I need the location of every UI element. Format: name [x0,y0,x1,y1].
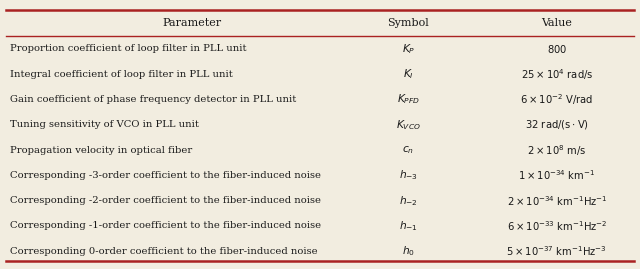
Text: $32\ \mathrm{rad/(s \cdot V)}$: $32\ \mathrm{rad/(s \cdot V)}$ [525,118,589,131]
Text: Corresponding -3-order coefficient to the fiber-induced noise: Corresponding -3-order coefficient to th… [10,171,321,180]
Text: Propagation velocity in optical fiber: Propagation velocity in optical fiber [10,146,192,155]
Text: $6 \times 10^{-33}\ \mathrm{km^{-1}Hz^{-2}}$: $6 \times 10^{-33}\ \mathrm{km^{-1}Hz^{-… [507,219,607,233]
Text: Parameter: Parameter [163,18,221,28]
Text: Value: Value [541,18,572,28]
Text: $h_{-3}$: $h_{-3}$ [399,168,418,182]
Text: $h_{-2}$: $h_{-2}$ [399,194,418,208]
Text: $6 \times 10^{-2}\ \mathrm{V/rad}$: $6 \times 10^{-2}\ \mathrm{V/rad}$ [520,92,593,107]
Text: $5 \times 10^{-37}\ \mathrm{km^{-1}Hz^{-3}}$: $5 \times 10^{-37}\ \mathrm{km^{-1}Hz^{-… [506,244,607,258]
Text: Gain coefficient of phase frequency detector in PLL unit: Gain coefficient of phase frequency dete… [10,95,296,104]
Text: $25 \times 10^{4}\ \mathrm{rad/s}$: $25 \times 10^{4}\ \mathrm{rad/s}$ [520,67,593,82]
Text: $K_{VCO}$: $K_{VCO}$ [396,118,420,132]
Text: $2 \times 10^{-34}\ \mathrm{km^{-1}Hz^{-1}}$: $2 \times 10^{-34}\ \mathrm{km^{-1}Hz^{-… [506,194,607,208]
Text: $K_I$: $K_I$ [403,67,414,81]
Text: $1 \times 10^{-34}\ \mathrm{km^{-1}}$: $1 \times 10^{-34}\ \mathrm{km^{-1}}$ [518,168,595,182]
Text: $h_0$: $h_0$ [402,244,415,258]
Text: Corresponding 0-order coefficient to the fiber-induced noise: Corresponding 0-order coefficient to the… [10,247,317,256]
Text: $800$: $800$ [547,43,567,55]
Text: $K_{PFD}$: $K_{PFD}$ [397,93,420,107]
Text: Corresponding -2-order coefficient to the fiber-induced noise: Corresponding -2-order coefficient to th… [10,196,321,205]
Text: Corresponding -1-order coefficient to the fiber-induced noise: Corresponding -1-order coefficient to th… [10,221,321,231]
Text: $2 \times 10^{8}\ \mathrm{m/s}$: $2 \times 10^{8}\ \mathrm{m/s}$ [527,143,586,158]
Text: Integral coefficient of loop filter in PLL unit: Integral coefficient of loop filter in P… [10,70,232,79]
Text: Symbol: Symbol [387,18,429,28]
Text: $h_{-1}$: $h_{-1}$ [399,219,418,233]
Text: Tuning sensitivity of VCO in PLL unit: Tuning sensitivity of VCO in PLL unit [10,120,198,129]
Text: $K_P$: $K_P$ [401,42,415,56]
Text: $c_n$: $c_n$ [403,144,414,156]
Text: Proportion coefficient of loop filter in PLL unit: Proportion coefficient of loop filter in… [10,44,246,54]
